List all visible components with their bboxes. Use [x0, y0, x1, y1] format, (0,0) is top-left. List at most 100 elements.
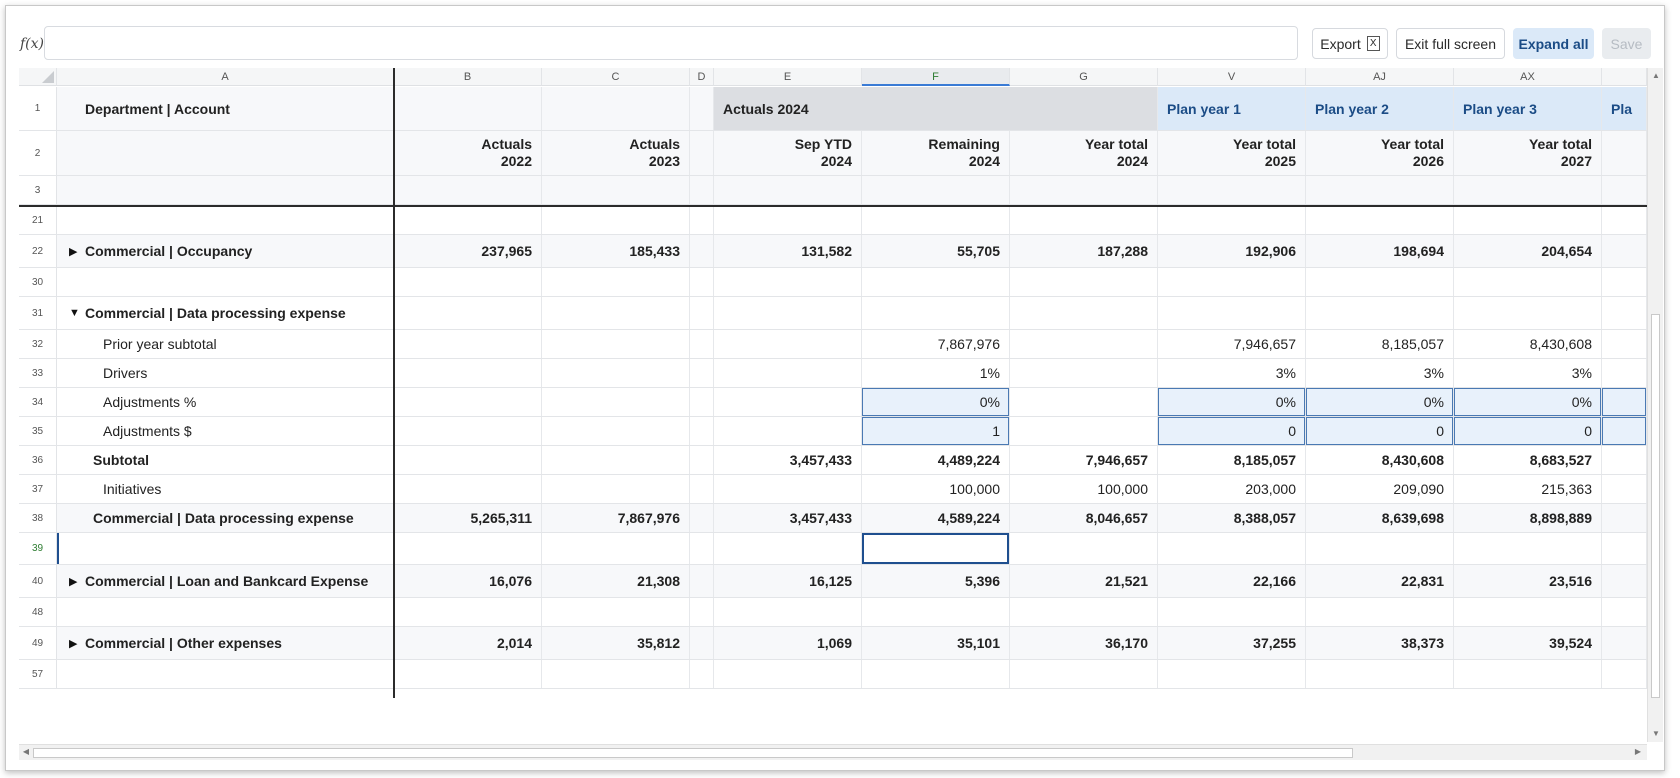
value-cell[interactable] [690, 627, 714, 659]
expand-all-button[interactable]: Expand all [1513, 28, 1594, 59]
column-header-v[interactable]: V [1158, 68, 1306, 86]
value-cell[interactable] [714, 297, 862, 329]
scroll-down-icon[interactable]: ▼ [1652, 729, 1660, 738]
value-cell[interactable]: 203,000 [1158, 475, 1306, 503]
partial-cell[interactable] [1602, 388, 1647, 416]
value-cell[interactable] [690, 388, 714, 416]
row-label[interactable]: Drivers [57, 359, 394, 387]
table-row[interactable]: 36 Subtotal 3,457,433 4,489,224 7,946,657 8,1… [19, 446, 1647, 475]
value-cell[interactable] [394, 446, 542, 474]
scroll-right-icon[interactable]: ▶ [1634, 747, 1642, 756]
value-cell[interactable] [1010, 268, 1158, 296]
partial-cell[interactable] [1602, 297, 1647, 329]
value-cell[interactable] [690, 598, 714, 626]
value-cell[interactable] [690, 504, 714, 532]
value-cell[interactable]: 22,831 [1306, 565, 1454, 597]
value-cell[interactable] [1158, 268, 1306, 296]
value-cell[interactable] [542, 206, 690, 234]
value-cell[interactable] [1306, 268, 1454, 296]
value-cell[interactable] [1010, 598, 1158, 626]
value-cell[interactable] [690, 330, 714, 358]
value-cell[interactable]: 237,965 [394, 235, 542, 267]
value-cell[interactable] [1158, 660, 1306, 688]
value-cell[interactable]: 38,373 [1306, 627, 1454, 659]
partial-cell[interactable] [1602, 504, 1647, 532]
value-cell[interactable] [542, 268, 690, 296]
row-label[interactable]: Subtotal [57, 446, 394, 474]
value-cell[interactable]: 35,812 [542, 627, 690, 659]
value-cell[interactable]: 131,582 [714, 235, 862, 267]
select-all-corner[interactable] [19, 68, 57, 86]
value-cell[interactable] [862, 533, 1010, 564]
value-cell[interactable]: 2,014 [394, 627, 542, 659]
partial-cell[interactable] [1602, 359, 1647, 387]
value-cell[interactable] [1306, 297, 1454, 329]
value-cell[interactable] [394, 268, 542, 296]
value-cell[interactable] [1306, 598, 1454, 626]
value-cell[interactable] [394, 297, 542, 329]
value-cell[interactable] [1454, 206, 1602, 234]
value-cell[interactable] [714, 206, 862, 234]
value-cell[interactable] [862, 268, 1010, 296]
value-cell[interactable] [1010, 297, 1158, 329]
table-row[interactable]: 48 [19, 598, 1647, 627]
value-cell[interactable] [714, 475, 862, 503]
value-cell[interactable] [394, 359, 542, 387]
value-cell[interactable] [1010, 660, 1158, 688]
row-number[interactable]: 49 [19, 627, 57, 659]
value-cell[interactable] [690, 268, 714, 296]
value-cell[interactable] [714, 268, 862, 296]
vertical-scroll-thumb[interactable] [1651, 314, 1660, 698]
value-cell[interactable]: 16,076 [394, 565, 542, 597]
table-row[interactable]: 31 ▼ Commercial | Data processing expense [19, 297, 1647, 330]
value-cell[interactable] [1010, 417, 1158, 445]
value-cell[interactable]: 8,898,889 [1454, 504, 1602, 532]
column-header-a[interactable]: A [57, 68, 394, 86]
value-cell[interactable] [1010, 388, 1158, 416]
table-row[interactable]: 21 [19, 206, 1647, 235]
value-cell[interactable] [690, 235, 714, 267]
value-cell[interactable] [862, 206, 1010, 234]
row-number[interactable]: 39 [19, 533, 57, 564]
value-cell[interactable] [542, 446, 690, 474]
table-row[interactable]: 49 ▶ Commercial | Other expenses 2,014 35,81… [19, 627, 1647, 660]
column-header-ax[interactable]: AX [1454, 68, 1602, 86]
value-cell[interactable]: 8,388,057 [1158, 504, 1306, 532]
value-cell[interactable]: 8,430,608 [1454, 330, 1602, 358]
value-cell[interactable] [690, 565, 714, 597]
value-cell[interactable]: 22,166 [1158, 565, 1306, 597]
value-cell[interactable]: 21,308 [542, 565, 690, 597]
formula-bar[interactable] [44, 26, 1298, 60]
expand-arrow-icon[interactable]: ▶ [69, 637, 78, 650]
row-number[interactable]: 37 [19, 475, 57, 503]
partial-cell[interactable] [1602, 627, 1647, 659]
row-label[interactable]: Adjustments $ [57, 417, 394, 445]
partial-cell[interactable] [1602, 446, 1647, 474]
row-label[interactable]: Prior year subtotal [57, 330, 394, 358]
value-cell[interactable]: 3% [1306, 359, 1454, 387]
value-cell[interactable] [862, 598, 1010, 626]
value-cell[interactable] [542, 533, 690, 564]
value-cell[interactable]: 1,069 [714, 627, 862, 659]
table-row[interactable]: 22 ▶ Commercial | Occupancy 237,965 185,433 1… [19, 235, 1647, 268]
value-cell[interactable] [862, 297, 1010, 329]
row-number[interactable]: 3 [19, 176, 57, 204]
value-cell[interactable]: 21,521 [1010, 565, 1158, 597]
table-row[interactable]: 34 Adjustments % 0% 0% 0% 0% [19, 388, 1647, 417]
row-label[interactable]: ▼ Commercial | Data processing expense [57, 297, 394, 329]
value-cell[interactable] [714, 598, 862, 626]
horizontal-scrollbar[interactable]: ◀ ▶ [19, 744, 1647, 760]
row-label[interactable] [57, 533, 394, 564]
value-cell[interactable]: 215,363 [1454, 475, 1602, 503]
value-cell[interactable]: 16,125 [714, 565, 862, 597]
value-cell[interactable] [1306, 206, 1454, 234]
row-number[interactable]: 38 [19, 504, 57, 532]
column-header-f[interactable]: F [862, 68, 1010, 86]
value-cell[interactable] [690, 660, 714, 688]
row-label[interactable]: ▶ Commercial | Loan and Bankcard Expense [57, 565, 394, 597]
value-cell[interactable]: 8,430,608 [1306, 446, 1454, 474]
value-cell[interactable] [542, 660, 690, 688]
value-cell[interactable]: 8,185,057 [1158, 446, 1306, 474]
export-button[interactable]: Export X [1312, 28, 1388, 59]
horizontal-scroll-thumb[interactable] [33, 748, 1353, 758]
